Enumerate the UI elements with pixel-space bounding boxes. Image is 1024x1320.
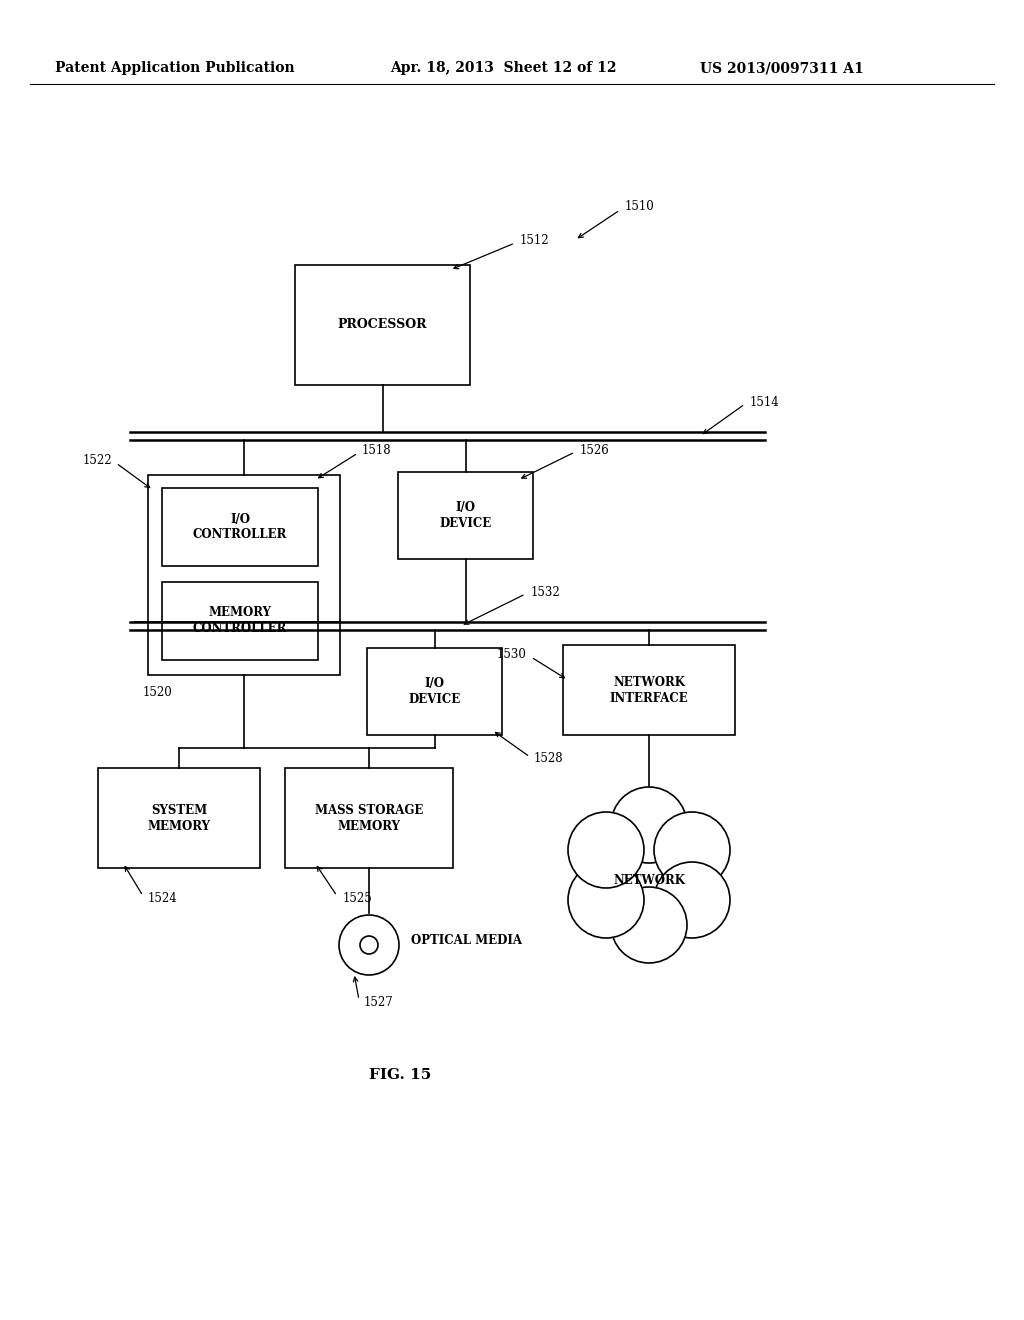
Bar <box>285 768 453 869</box>
Text: 1527: 1527 <box>364 997 394 1010</box>
Text: 1512: 1512 <box>520 235 550 248</box>
Text: 1532: 1532 <box>530 586 560 598</box>
Text: Patent Application Publication: Patent Application Publication <box>55 61 295 75</box>
Text: NETWORK: NETWORK <box>613 874 685 887</box>
Text: 1524: 1524 <box>148 891 178 904</box>
Circle shape <box>654 812 730 888</box>
Text: 1514: 1514 <box>750 396 779 408</box>
Text: 1520: 1520 <box>143 686 173 700</box>
Text: OPTICAL MEDIA: OPTICAL MEDIA <box>411 935 522 948</box>
Bar <box>295 265 470 385</box>
Bar <box>162 488 318 566</box>
Text: MASS STORAGE
MEMORY: MASS STORAGE MEMORY <box>314 804 423 833</box>
Circle shape <box>568 812 644 888</box>
Text: 1530: 1530 <box>497 648 527 661</box>
Text: PROCESSOR: PROCESSOR <box>338 318 427 331</box>
Text: I/O
CONTROLLER: I/O CONTROLLER <box>193 512 287 541</box>
Text: Apr. 18, 2013  Sheet 12 of 12: Apr. 18, 2013 Sheet 12 of 12 <box>390 61 616 75</box>
Circle shape <box>611 787 687 863</box>
Bar <box>367 648 502 735</box>
Text: SYSTEM
MEMORY: SYSTEM MEMORY <box>147 804 211 833</box>
Text: I/O
DEVICE: I/O DEVICE <box>409 677 461 706</box>
Text: NETWORK
INTERFACE: NETWORK INTERFACE <box>609 676 688 705</box>
Circle shape <box>360 936 378 954</box>
Bar <box>398 473 534 558</box>
Circle shape <box>339 915 399 975</box>
Text: 1525: 1525 <box>343 891 373 904</box>
Text: 1528: 1528 <box>534 752 563 766</box>
Bar <box>148 475 340 675</box>
Text: US 2013/0097311 A1: US 2013/0097311 A1 <box>700 61 864 75</box>
Text: 1522: 1522 <box>82 454 112 466</box>
Bar <box>162 582 318 660</box>
Text: FIG. 15: FIG. 15 <box>369 1068 431 1082</box>
Circle shape <box>568 862 644 939</box>
Circle shape <box>654 862 730 939</box>
Text: 1526: 1526 <box>580 444 609 457</box>
Text: 1510: 1510 <box>625 201 654 214</box>
Bar <box>563 645 735 735</box>
Bar <box>98 768 260 869</box>
Text: I/O
DEVICE: I/O DEVICE <box>439 502 492 531</box>
Text: 1518: 1518 <box>362 445 391 458</box>
Circle shape <box>611 887 687 964</box>
Text: MEMORY
CONTROLLER: MEMORY CONTROLLER <box>193 606 287 635</box>
